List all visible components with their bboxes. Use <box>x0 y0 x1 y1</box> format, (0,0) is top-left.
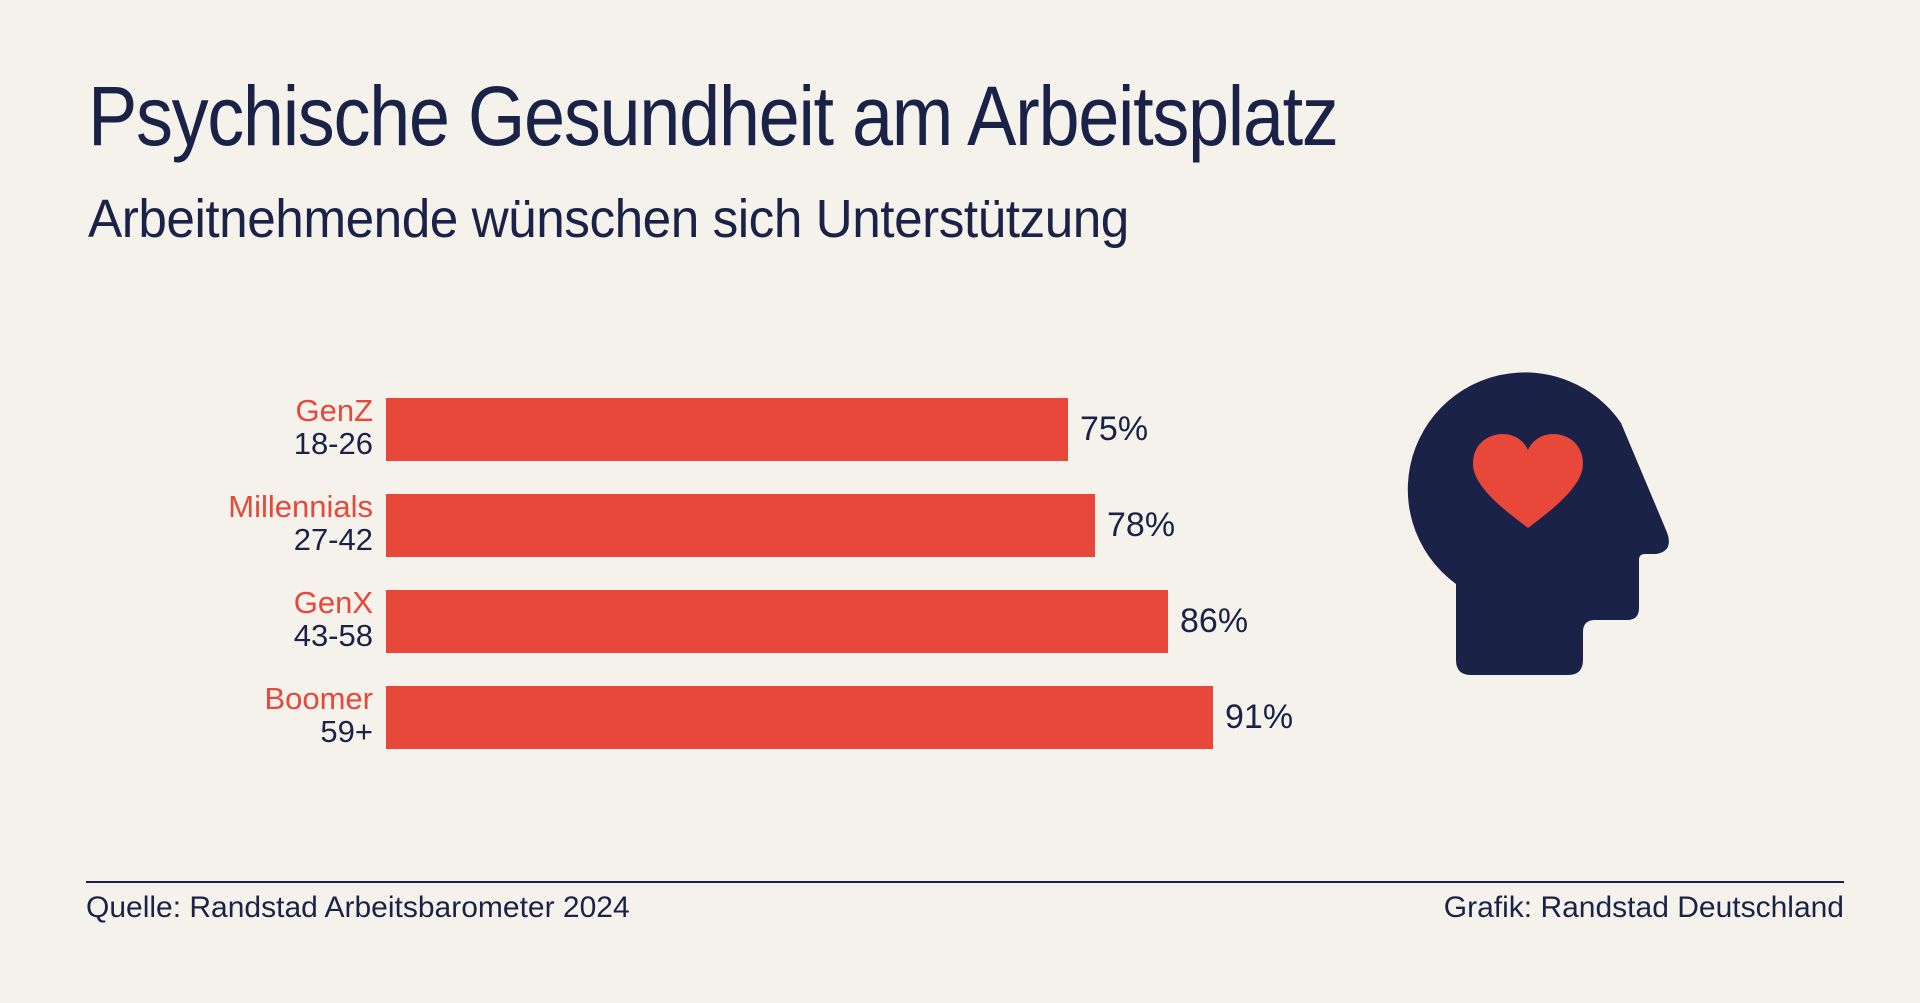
head-with-heart-icon <box>1407 372 1669 675</box>
bar-boomer <box>386 686 1213 749</box>
bar-genx <box>386 590 1168 653</box>
footer-source: Quelle: Randstad Arbeitsbarometer 2024 <box>86 891 630 924</box>
bar-genz <box>386 398 1068 461</box>
bar-row-label: Boomer 59+ <box>0 682 373 748</box>
bar-value-label: 78% <box>1107 506 1176 544</box>
footer-divider <box>86 881 1844 883</box>
heart-icon <box>1473 434 1583 528</box>
page-subtitle: Arbeitnehmende wünschen sich Unterstützu… <box>88 189 1129 249</box>
generation-label: Millennials <box>228 489 373 524</box>
bar-millennials <box>386 494 1095 557</box>
age-range-label: 18-26 <box>293 426 373 461</box>
age-range-label: 43-58 <box>293 618 373 653</box>
bar-value-label: 86% <box>1180 602 1249 640</box>
generation-label: GenZ <box>295 393 373 428</box>
footer-credit: Grafik: Randstad Deutschland <box>1443 891 1844 924</box>
page-title: Psychische Gesundheit am Arbeitsplatz <box>88 69 1339 163</box>
bar-value-label: 91% <box>1225 698 1294 736</box>
generation-label: Boomer <box>264 681 373 716</box>
head-silhouette <box>1407 372 1669 675</box>
bar-row-label: GenX 43-58 <box>0 586 373 652</box>
bar-row-label: Millennials 27-42 <box>0 490 373 556</box>
age-range-label: 59+ <box>320 714 373 749</box>
bar-value-label: 75% <box>1080 410 1149 448</box>
age-range-label: 27-42 <box>293 522 373 557</box>
bar-row-label: GenZ 18-26 <box>0 394 373 460</box>
generation-label: GenX <box>293 585 373 620</box>
